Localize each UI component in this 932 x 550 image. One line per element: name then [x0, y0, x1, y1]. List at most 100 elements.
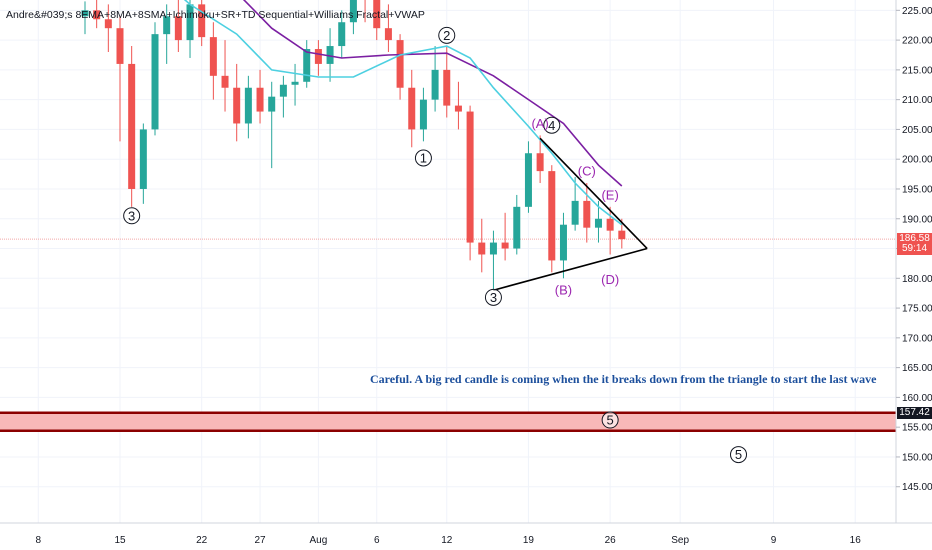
candle-body: [174, 16, 182, 41]
y-tick-label: 220.00: [902, 36, 932, 47]
y-tick-label: 170.00: [902, 333, 932, 344]
candle: [221, 40, 229, 112]
candle-body: [349, 0, 357, 23]
candle: [314, 40, 322, 76]
series-line-ma: [183, 0, 623, 226]
candle-body: [466, 111, 474, 243]
x-tick-label: Aug: [309, 535, 327, 546]
x-tick-label: 22: [196, 535, 208, 546]
candle: [419, 87, 427, 142]
candle: [373, 0, 381, 41]
candle-body: [338, 22, 346, 47]
x-tick-label: 27: [254, 535, 266, 546]
candle: [163, 4, 171, 64]
wave-text: 5: [607, 413, 614, 428]
candle: [268, 81, 276, 169]
candle-body: [536, 153, 544, 172]
wave-circle: [484, 288, 502, 306]
candle: [81, 1, 89, 35]
candle-body: [524, 153, 532, 207]
wave-circle: [543, 116, 561, 134]
candle: [151, 22, 159, 136]
y-tick-label: 145.00: [902, 482, 932, 493]
candle: [384, 4, 392, 53]
wave-letter-label: (E): [601, 187, 618, 202]
x-tick-label: 9: [771, 535, 777, 546]
candle: [548, 165, 556, 273]
wave-text: 3: [490, 290, 497, 305]
candle: [244, 75, 252, 139]
x-tick-label: 19: [523, 535, 535, 546]
wave-circle: [730, 446, 748, 464]
candle-body: [443, 69, 451, 106]
wave-number-label: 3: [123, 207, 141, 225]
series-lines: [183, 0, 623, 226]
candle: [536, 135, 544, 184]
candle: [303, 40, 311, 88]
x-axis: 8 15 22 27 Aug 6 12 19 26 Sep 9 16: [0, 522, 932, 546]
wave-letter-label: (D): [601, 272, 619, 287]
wave-letter-label: (B): [555, 283, 572, 298]
current-price-tag: 186.58: [897, 233, 932, 246]
candle: [454, 81, 462, 130]
wave-text: (A): [531, 116, 548, 131]
candle-body: [186, 4, 194, 41]
candle: [501, 212, 509, 261]
candle-body: [314, 49, 322, 64]
y-tick-label: 225.00: [902, 6, 932, 17]
triangle-pattern: [493, 137, 648, 291]
candle-body: [606, 218, 614, 231]
candle-body: [198, 4, 206, 38]
y-axis: 145.00 150.00 155.00 160.00 165.00 170.00 175.…: [895, 0, 932, 550]
candle-body: [244, 87, 252, 124]
candle-body: [408, 87, 416, 130]
candle-body: [326, 46, 334, 64]
candle: [431, 46, 439, 112]
wave-labels: 3 1 2 3 4 5 5 (A) (B) (C) (D) (E): [123, 26, 748, 464]
candle-body: [151, 34, 159, 130]
candle-body: [373, 0, 381, 29]
x-tick-label: 16: [850, 535, 862, 546]
y-tick-label: 175.00: [902, 304, 932, 315]
candle-body: [501, 242, 509, 249]
candle-body: [384, 28, 392, 41]
wave-number-label: 3: [484, 288, 502, 306]
candle-body: [209, 37, 217, 76]
candle-body: [93, 10, 101, 20]
candle-body: [163, 16, 171, 35]
x-tick-label: 6: [374, 535, 380, 546]
candle: [478, 218, 486, 273]
candle-body: [221, 75, 229, 88]
candle-body: [489, 242, 497, 255]
x-tick-label: 12: [441, 535, 453, 546]
y-tick-label: 190.00: [902, 214, 932, 225]
candle-body: [571, 200, 579, 225]
candle: [116, 16, 124, 142]
wave-number-label: 5: [730, 446, 748, 464]
candle-body: [559, 224, 567, 261]
triangle-lower-line: [493, 247, 648, 291]
wave-number-label: 5: [601, 411, 619, 429]
candle: [489, 230, 497, 291]
candle-body: [618, 230, 626, 240]
candle-body: [431, 69, 439, 100]
candle-body: [419, 99, 427, 130]
candle: [209, 22, 217, 100]
wave-text: (E): [601, 187, 618, 202]
candle: [291, 63, 299, 106]
wave-circle: [601, 411, 619, 429]
candle-body: [583, 200, 591, 228]
support-zone: [0, 412, 896, 431]
x-tick-label: Sep: [671, 535, 689, 546]
indicator-legend: Andre&#039;s 8EMA+8MA+8SMA+Ichimoku+SR+T…: [6, 9, 425, 21]
wave-number-label: 2: [438, 26, 456, 44]
wave-number-label: 1: [414, 149, 432, 167]
wave-text: 3: [128, 208, 135, 223]
candles: [81, 0, 626, 291]
candle: [583, 183, 591, 243]
candle: [338, 10, 346, 58]
y-tick-label: 160.00: [902, 393, 932, 404]
y-tick-label: 150.00: [902, 452, 932, 463]
candle: [128, 46, 136, 207]
